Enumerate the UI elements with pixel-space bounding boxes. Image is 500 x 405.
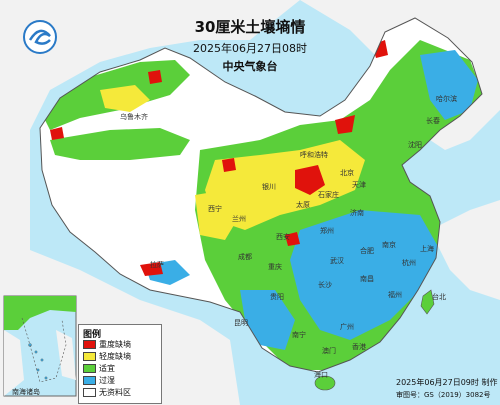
place-label: 乌鲁木齐 bbox=[120, 113, 148, 121]
place-label: 哈尔滨 bbox=[436, 95, 457, 103]
place-label: 郑州 bbox=[320, 227, 334, 235]
place-label: 济南 bbox=[350, 209, 364, 217]
legend-swatch bbox=[83, 340, 96, 349]
place-label: 长沙 bbox=[318, 281, 332, 289]
legend-swatch bbox=[83, 376, 96, 385]
place-label: 长春 bbox=[426, 117, 440, 125]
legend-swatch bbox=[83, 352, 96, 361]
place-label: 昆明 bbox=[234, 319, 248, 327]
neighbor-land-north bbox=[0, 0, 500, 150]
issuing-agency: 中央气象台 bbox=[222, 60, 278, 73]
place-label: 合肥 bbox=[360, 247, 374, 255]
zone-wet-southwest bbox=[240, 290, 295, 350]
zone-severe-drought-5 bbox=[140, 262, 163, 276]
place-label: 西安 bbox=[276, 233, 290, 241]
place-label: 太原 bbox=[296, 201, 310, 209]
legend-swatch bbox=[83, 364, 96, 373]
legend-swatch bbox=[83, 388, 96, 397]
legend-label: 无资料区 bbox=[99, 388, 131, 397]
moisture-zones bbox=[40, 40, 482, 370]
legend-label: 过湿 bbox=[99, 376, 115, 385]
map-title: 30厘米土壤墒情 bbox=[194, 18, 306, 36]
cma-logo bbox=[23, 20, 57, 54]
place-label: 石家庄 bbox=[318, 191, 339, 199]
zone-severe-drought-1 bbox=[295, 165, 325, 195]
legend-label: 轻度缺墒 bbox=[99, 352, 131, 361]
zone-wet-northeast bbox=[420, 50, 478, 120]
issue-time: 2025年06月27日09时 制作 bbox=[396, 378, 498, 387]
place-label: 北京 bbox=[340, 169, 354, 177]
place-label: 南宁 bbox=[292, 331, 306, 339]
legend-label: 重度缺墒 bbox=[99, 340, 131, 349]
zone-severe-drought-2 bbox=[335, 115, 355, 134]
zone-severe-drought-7 bbox=[148, 70, 162, 84]
zone-severe-drought-3 bbox=[285, 232, 300, 246]
place-label: 杭州 bbox=[402, 259, 416, 267]
legend-item-slight-drought: 轻度缺墒 bbox=[83, 352, 131, 362]
zone-severe-drought-6 bbox=[50, 127, 64, 140]
inset-label: 南海诸岛 bbox=[12, 388, 40, 396]
place-label: 福州 bbox=[388, 291, 402, 299]
legend-item-severe-drought: 重度缺墒 bbox=[83, 340, 131, 350]
china-border bbox=[39, 17, 483, 373]
place-label: 贵阳 bbox=[270, 293, 284, 301]
place-label: 南昌 bbox=[360, 275, 374, 283]
legend-title: 图例 bbox=[83, 330, 102, 340]
place-label: 上海 bbox=[420, 245, 434, 253]
place-label: 沈阳 bbox=[408, 141, 422, 149]
place-label: 南京 bbox=[382, 241, 396, 249]
zone-severe-drought-8 bbox=[222, 158, 236, 172]
hainan-island bbox=[314, 375, 336, 391]
map-datetime: 2025年06月27日08时 bbox=[193, 42, 307, 55]
zone-suitable-northwest-2 bbox=[50, 128, 190, 160]
zone-slight-drought-west bbox=[195, 190, 240, 240]
place-label: 重庆 bbox=[268, 263, 282, 271]
place-label: 成都 bbox=[238, 253, 252, 261]
legend-item-wet: 过湿 bbox=[83, 376, 115, 386]
place-label: 拉萨 bbox=[150, 261, 164, 269]
place-label: 呼和浩特 bbox=[300, 151, 328, 159]
place-label: 兰州 bbox=[232, 215, 246, 223]
place-label: 台北 bbox=[432, 293, 446, 301]
place-label: 广州 bbox=[340, 323, 354, 331]
place-label: 武汉 bbox=[330, 257, 344, 265]
legend-label: 适宜 bbox=[99, 364, 115, 373]
place-label: 海口 bbox=[314, 371, 328, 379]
place-label: 天津 bbox=[352, 181, 366, 189]
map-approval-number: 审图号：GS（2019）3082号 bbox=[396, 391, 491, 399]
place-label: 澳门 bbox=[322, 347, 336, 355]
zone-wet-south bbox=[290, 210, 440, 340]
zone-slight-drought-nw bbox=[100, 85, 150, 112]
zone-slight-drought-north bbox=[205, 140, 365, 230]
place-label: 西宁 bbox=[208, 205, 222, 213]
place-label: 银川 bbox=[262, 183, 276, 191]
neighbor-land-east bbox=[430, 200, 500, 300]
place-label: 香港 bbox=[352, 343, 366, 351]
south-china-sea-inset bbox=[3, 295, 77, 397]
legend-item-suitable: 适宜 bbox=[83, 364, 115, 374]
taiwan-island bbox=[420, 289, 435, 315]
map-legend: 图例 重度缺墒 轻度缺墒 适宜 过湿 无资料区 bbox=[78, 324, 162, 404]
legend-item-no-data: 无资料区 bbox=[83, 388, 131, 398]
